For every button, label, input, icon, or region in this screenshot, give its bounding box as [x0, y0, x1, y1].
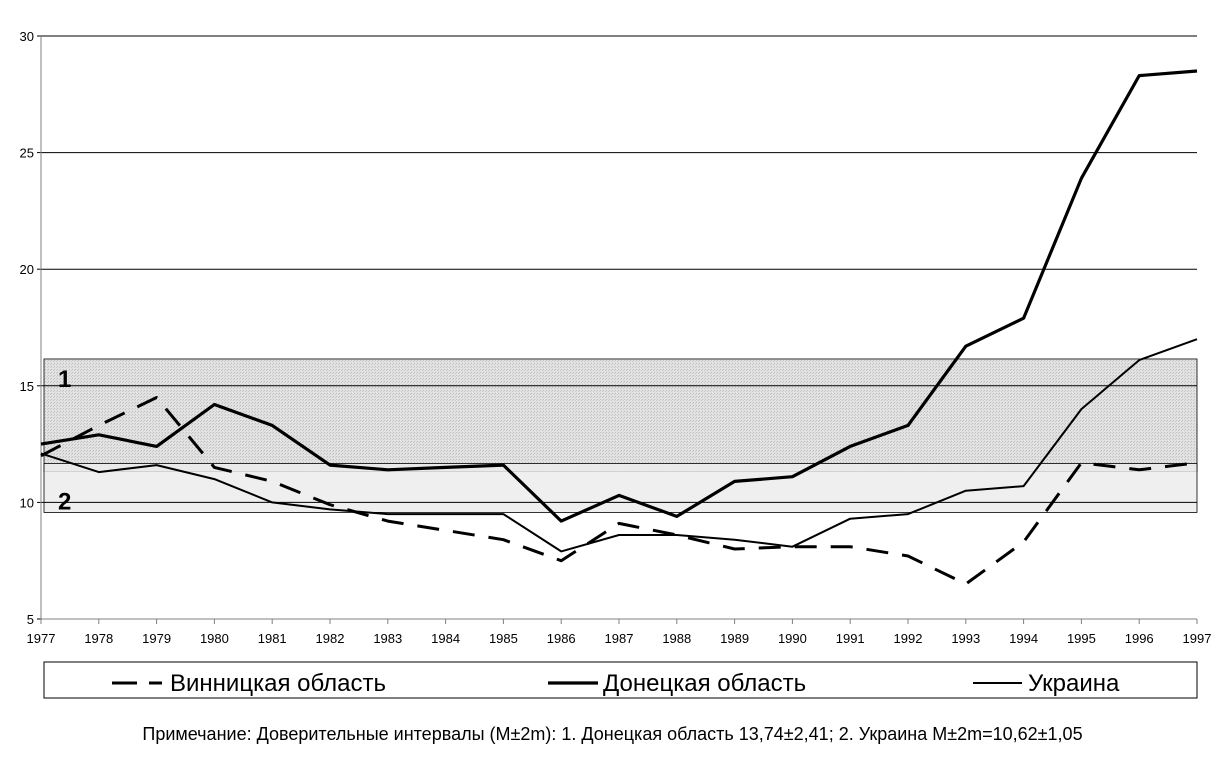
x-tick-label: 1977 — [27, 631, 56, 646]
confidence-bands — [43, 358, 1198, 513]
series-line-3 — [40, 338, 1198, 553]
series-line-2 — [40, 69, 1198, 523]
footnote: Примечание: Доверительные интервалы (M±2… — [142, 724, 1083, 744]
y-tick-label: 30 — [20, 29, 34, 44]
x-tick-label: 1988 — [662, 631, 691, 646]
y-tick-label: 25 — [20, 146, 34, 161]
axes — [37, 35, 1198, 624]
confidence-band-2 — [43, 463, 1198, 513]
x-tick-label: 1982 — [316, 631, 345, 646]
legend-label-1: Винницкая область — [170, 670, 386, 697]
series-line-1 — [40, 396, 1198, 586]
x-tick-label: 1994 — [1009, 631, 1038, 646]
x-tick-label: 1997 — [1183, 631, 1212, 646]
band-label-1: 1 — [58, 366, 71, 393]
legend-label-2: Донецкая область — [603, 670, 806, 697]
x-tick-label: 1979 — [142, 631, 171, 646]
confidence-band-1 — [43, 358, 1198, 472]
legend-box — [43, 661, 1198, 699]
x-tick-label: 1996 — [1125, 631, 1154, 646]
y-tick-label: 10 — [20, 495, 34, 510]
x-tick-label: 1991 — [836, 631, 865, 646]
x-tick-label: 1983 — [373, 631, 402, 646]
x-tick-label: 1993 — [951, 631, 980, 646]
band-label-2: 2 — [58, 488, 71, 515]
legend-label-3: Украина — [1028, 670, 1120, 697]
y-tick-label: 20 — [20, 262, 34, 277]
x-tick-label: 1978 — [84, 631, 113, 646]
y-tick-label: 15 — [20, 379, 34, 394]
series-lines — [40, 69, 1198, 586]
x-tick-label: 1986 — [547, 631, 576, 646]
x-tick-label: 1980 — [200, 631, 229, 646]
x-tick-label: 1984 — [431, 631, 460, 646]
x-tick-label: 1989 — [720, 631, 749, 646]
gridlines — [41, 35, 1197, 503]
x-tick-label: 1987 — [605, 631, 634, 646]
legend: Винницкая область Донецкая область Украина — [43, 661, 1198, 699]
x-tick-label: 1995 — [1067, 631, 1096, 646]
x-tick-label: 1992 — [894, 631, 923, 646]
x-tick-label: 1990 — [778, 631, 807, 646]
y-tick-label: 5 — [27, 612, 34, 627]
x-tick-label: 1981 — [258, 631, 287, 646]
x-tick-label: 1985 — [489, 631, 518, 646]
